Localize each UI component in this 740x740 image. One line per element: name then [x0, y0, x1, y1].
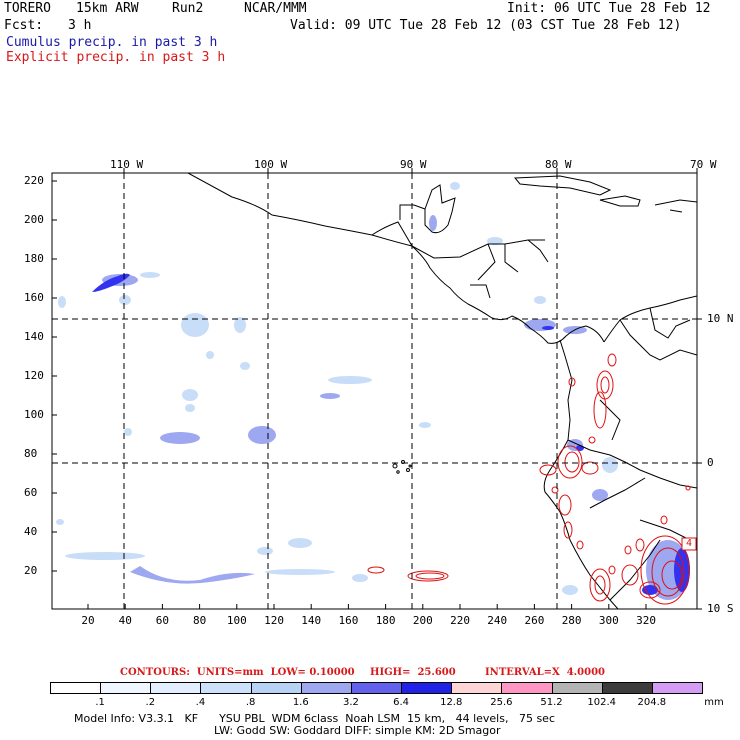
x-tick-label: 240 [487, 614, 508, 627]
legend-label: .8 [245, 697, 256, 708]
model-info-line: Model Info: V3.3.1 KF YSU PBL WDM 6class… [74, 712, 555, 725]
x-tick-label: 300 [598, 614, 619, 627]
x-tick-label: 180 [375, 614, 396, 627]
lon-label-110w: 110 W [110, 158, 144, 171]
legend-swatch [501, 682, 553, 694]
legend-swatch [451, 682, 503, 694]
legend-swatch [401, 682, 453, 694]
y-tick-label: 120 [24, 369, 44, 382]
y-tick-label: 40 [24, 525, 38, 538]
contour-high: HIGH= 25.600 [370, 667, 456, 678]
lat-label-10n: 10 N [707, 312, 734, 325]
legend-swatch [50, 682, 102, 694]
lon-label-100w: 100 W [254, 158, 288, 171]
y-tick-label: 140 [24, 330, 44, 343]
lon-label-90w: 90 W [400, 158, 427, 171]
x-tick-label: 20 [81, 614, 95, 627]
org-label: NCAR/MMM [244, 1, 307, 16]
map-frame [51, 172, 698, 610]
legend-swatch [300, 682, 352, 694]
y-tick-label: 80 [24, 447, 38, 460]
coastlines [187, 173, 697, 609]
legend-unit: mm [704, 697, 724, 708]
explicit-precip-contours [367, 353, 691, 605]
legend-swatch [100, 682, 152, 694]
legend-label: 12.8 [440, 697, 463, 708]
cumulus-precip-heavy [92, 273, 690, 595]
legend-label: .1 [95, 697, 105, 708]
x-tick-label: 60 [155, 614, 170, 627]
y-tick-label: 180 [24, 252, 44, 265]
physics-info-line: LW: Godd SW: Goddard DIFF: simple KM: 2D… [214, 724, 501, 737]
x-tick-label: 260 [524, 614, 545, 627]
y-tick-label: 160 [24, 291, 44, 304]
legend-swatch [601, 682, 653, 694]
legend-label: 204.8 [637, 697, 667, 708]
legend-swatch [350, 682, 403, 694]
y-tick-label: 200 [24, 213, 44, 226]
x-tick-label: 160 [338, 614, 359, 627]
legend-label: 51.2 [540, 697, 563, 708]
legend-label: 25.6 [490, 697, 513, 708]
high-marker-box [681, 537, 697, 551]
lon-label-80w: 80 W [545, 158, 572, 171]
y-tick-label: 60 [24, 486, 38, 499]
y-tick-label: 100 [24, 408, 44, 421]
x-tick-label: 280 [561, 614, 582, 627]
lat-label-0: 0 [707, 456, 714, 469]
graticule [52, 173, 697, 609]
y-tick-label: 220 [24, 174, 44, 187]
lat-label-10s: 10 S [707, 602, 734, 615]
legend-label: 1.6 [292, 697, 309, 708]
x-tick-label: 320 [636, 614, 656, 627]
model-name: TORERO [4, 1, 51, 16]
contour-interval: INTERVAL=X 4.0000 [485, 667, 605, 678]
x-tick-label: 200 [412, 614, 433, 627]
cumulus-field-label: Cumulus precip. in past 3 h [6, 35, 218, 50]
x-tick-label: 80 [193, 614, 207, 627]
forecast-label: Fcst: [4, 18, 44, 33]
x-tick-label: 40 [118, 614, 132, 627]
forecast-hours: 3 h [68, 18, 92, 33]
cumulus-precip-light [56, 182, 618, 595]
axis-ticks [52, 168, 702, 610]
init-time: Init: 06 UTC Tue 28 Feb 12 [507, 1, 711, 16]
legend-swatch [150, 682, 202, 694]
legend-swatch [250, 682, 302, 694]
y-tick-label: 20 [24, 564, 38, 577]
legend-label: 6.4 [393, 697, 410, 708]
x-tick-label: 100 [226, 614, 247, 627]
valid-time: Valid: 09 UTC Tue 28 Feb 12 (03 CST Tue … [290, 18, 682, 33]
legend-label: 3.2 [342, 697, 359, 708]
legend-label: .2 [145, 697, 156, 708]
legend-label: .4 [195, 697, 206, 708]
x-tick-label: 220 [450, 614, 470, 627]
contour-units: CONTOURS: UNITS=mm LOW= 0.10000 [120, 667, 355, 678]
legend-swatch [200, 682, 252, 694]
x-tick-label: 120 [264, 614, 284, 627]
run-label: Run2 [172, 1, 204, 16]
lon-label-70w: 70 W [690, 158, 717, 171]
explicit-field-label: Explicit precip. in past 3 h [6, 50, 226, 65]
legend-label: 102.4 [587, 697, 617, 708]
x-tick-label: 140 [301, 614, 322, 627]
resolution-label: 15km ARW [76, 1, 139, 16]
legend-swatch [651, 682, 703, 694]
legend-swatch [551, 682, 603, 694]
high-marker-label: 4 [686, 538, 693, 549]
